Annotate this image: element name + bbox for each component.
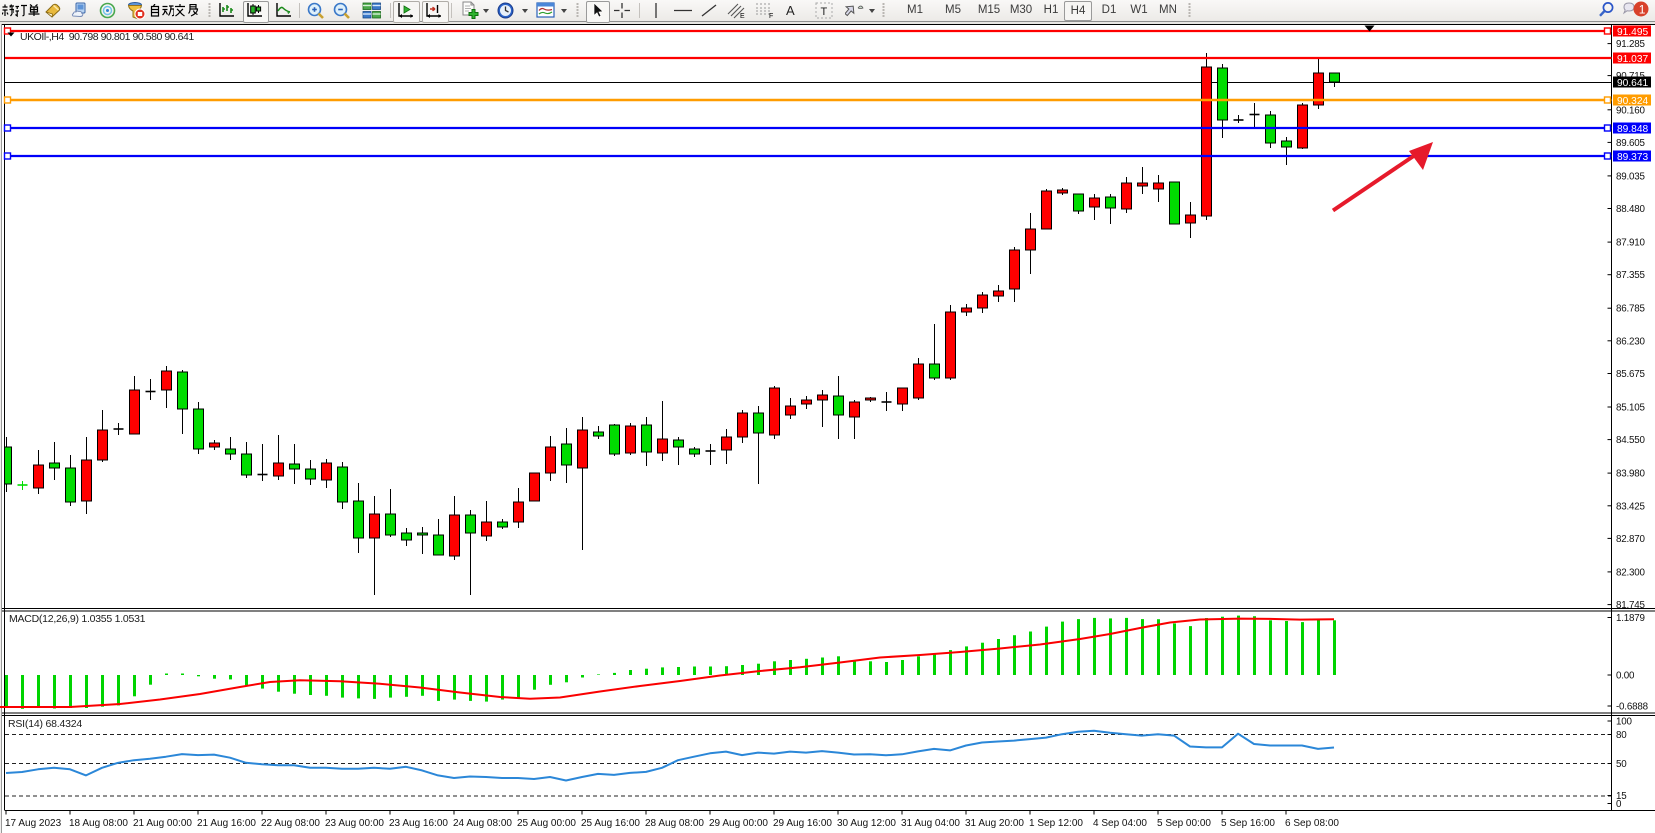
svg-text:24 Aug 08:00: 24 Aug 08:00 <box>453 818 512 829</box>
svg-text:23 Aug 16:00: 23 Aug 16:00 <box>389 818 448 829</box>
svg-text:5 Sep 00:00: 5 Sep 00:00 <box>1157 818 1211 829</box>
svg-text:6 Sep 08:00: 6 Sep 08:00 <box>1285 818 1339 829</box>
svg-text:T: T <box>821 6 828 18</box>
svg-text:90.641: 90.641 <box>1617 78 1648 89</box>
svg-text:UKOIl-,H4 90.798 90.801 90.58: UKOIl-,H4 90.798 90.801 90.580 90.641 <box>20 31 194 43</box>
svg-text:21 Aug 00:00: 21 Aug 00:00 <box>133 818 192 829</box>
svg-text:87.355: 87.355 <box>1616 270 1646 281</box>
svg-text:89.848: 89.848 <box>1617 124 1648 135</box>
svg-text:87.910: 87.910 <box>1616 238 1646 249</box>
svg-text:29 Aug 16:00: 29 Aug 16:00 <box>773 818 832 829</box>
svg-text:21 Aug 16:00: 21 Aug 16:00 <box>197 818 256 829</box>
svg-text:91.285: 91.285 <box>1616 39 1646 50</box>
svg-text:91.037: 91.037 <box>1617 54 1648 65</box>
svg-text:30 Aug 12:00: 30 Aug 12:00 <box>837 818 896 829</box>
svg-text:17 Aug 2023: 17 Aug 2023 <box>5 818 62 829</box>
svg-text:5 Sep 16:00: 5 Sep 16:00 <box>1221 818 1275 829</box>
svg-text:E: E <box>740 13 745 19</box>
svg-text:-0.6888: -0.6888 <box>1616 702 1649 713</box>
svg-text:84.550: 84.550 <box>1616 435 1646 446</box>
svg-text:89.605: 89.605 <box>1616 138 1646 149</box>
svg-text:25 Aug 16:00: 25 Aug 16:00 <box>581 818 640 829</box>
svg-text:83.980: 83.980 <box>1616 469 1646 480</box>
svg-text:82.870: 82.870 <box>1616 534 1646 545</box>
svg-text:29 Aug 00:00: 29 Aug 00:00 <box>709 818 768 829</box>
svg-text:85.675: 85.675 <box>1616 369 1646 380</box>
svg-text:0.00: 0.00 <box>1616 671 1635 682</box>
svg-text:89.035: 89.035 <box>1616 171 1646 182</box>
svg-text:31 Aug 20:00: 31 Aug 20:00 <box>965 818 1024 829</box>
svg-text:4 Sep 04:00: 4 Sep 04:00 <box>1093 818 1147 829</box>
svg-text:90.160: 90.160 <box>1616 105 1646 116</box>
svg-text:28 Aug 08:00: 28 Aug 08:00 <box>645 818 704 829</box>
svg-text:85.105: 85.105 <box>1616 403 1646 414</box>
svg-text:0: 0 <box>1616 799 1622 810</box>
svg-text:83.425: 83.425 <box>1616 501 1646 512</box>
svg-text:23 Aug 00:00: 23 Aug 00:00 <box>325 818 384 829</box>
svg-text:1 Sep 12:00: 1 Sep 12:00 <box>1029 818 1083 829</box>
svg-text:91.495: 91.495 <box>1617 27 1648 38</box>
svg-text:F: F <box>769 13 773 19</box>
svg-text:MACD(12,26,9) 1.0355 1.0531: MACD(12,26,9) 1.0355 1.0531 <box>9 613 146 625</box>
svg-text:82.300: 82.300 <box>1616 567 1646 578</box>
svg-text:1.1879: 1.1879 <box>1616 613 1645 624</box>
svg-text:90.324: 90.324 <box>1617 96 1648 107</box>
svg-text:50: 50 <box>1616 759 1627 770</box>
svg-text:100: 100 <box>1616 717 1632 728</box>
svg-text:86.230: 86.230 <box>1616 336 1646 347</box>
svg-text:22 Aug 08:00: 22 Aug 08:00 <box>261 818 320 829</box>
svg-text:81.745: 81.745 <box>1616 600 1646 611</box>
svg-text:86.785: 86.785 <box>1616 304 1646 315</box>
svg-text:80: 80 <box>1616 730 1627 741</box>
svg-text:89.373: 89.373 <box>1617 152 1648 163</box>
svg-text:88.480: 88.480 <box>1616 204 1646 215</box>
svg-text:31 Aug 04:00: 31 Aug 04:00 <box>901 818 960 829</box>
svg-text:RSI(14) 68.4324: RSI(14) 68.4324 <box>8 718 82 730</box>
svg-text:18 Aug 08:00: 18 Aug 08:00 <box>69 818 128 829</box>
svg-text:15: 15 <box>1616 791 1627 802</box>
svg-text:25 Aug 00:00: 25 Aug 00:00 <box>517 818 576 829</box>
svg-text:1: 1 <box>1639 3 1646 17</box>
